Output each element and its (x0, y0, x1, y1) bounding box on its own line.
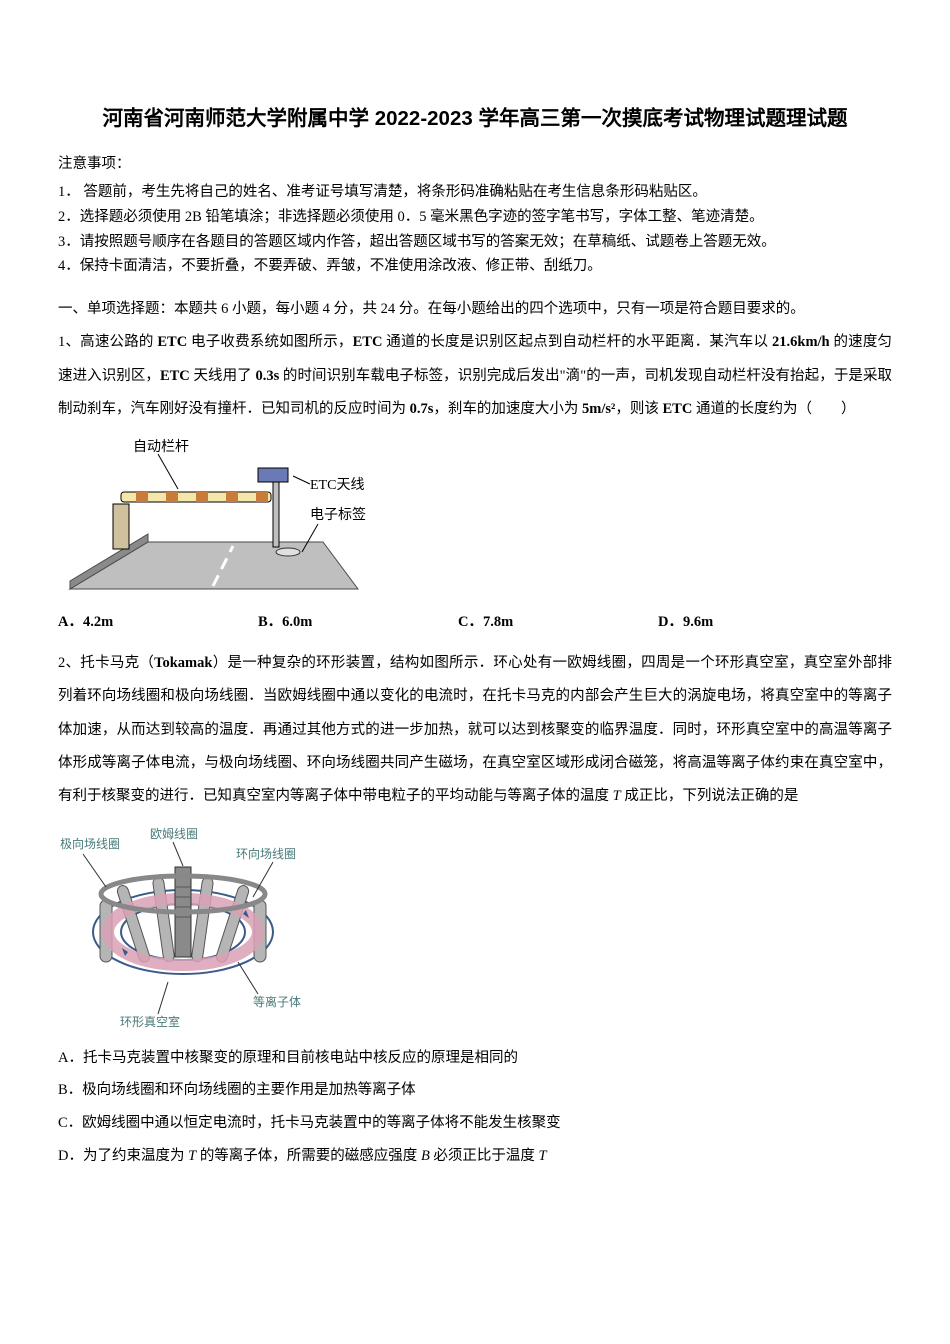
option-label: A (58, 1050, 68, 1066)
q2-option-d: D．为了约束温度为 T 的等离子体，所需要的磁感应强度 B 必须正比于温度 T (58, 1140, 892, 1173)
tokamak-figure: 极向场线圈 欧姆线圈 环向场线圈 等离子体 环形真空室 (58, 822, 892, 1032)
q1-etc: ETC (353, 334, 383, 350)
q1-options: A．4.2m B．6.0m C．7.8m D．9.6m (58, 609, 892, 637)
q1-text: 电子收费系统如图所示， (187, 334, 352, 350)
q1-accel: 5m/s² (582, 401, 615, 417)
q2-option-a: A．托卡马克装置中核聚变的原理和目前核电站中核反应的原理是相同的 (58, 1042, 892, 1075)
q1-t2: 0.7s (410, 401, 434, 417)
tag-label: 电子标签 (310, 506, 366, 523)
exam-title: 河南省河南师范大学附属中学 2022-2023 学年高三第一次摸底考试物理试题理… (58, 100, 892, 139)
option-text: ．欧姆线圈中通以恒定电流时，托卡马克装置中的等离子体将不能发生核聚变 (68, 1115, 561, 1131)
q1-text: ，则该 (615, 401, 662, 417)
plasma-label: 等离子体 (253, 994, 301, 1009)
option-label: C (58, 1115, 68, 1131)
gate-label: 自动栏杆 (133, 439, 189, 455)
etc-figure: 自动栏杆 ETC天线 电子标签 (58, 434, 892, 599)
q1-speed: 21.6km/h (772, 334, 830, 350)
q1-text: 1、高速公路的 (58, 334, 157, 350)
q1-text: 天线用了 (190, 368, 256, 384)
q2-t-var: T (613, 788, 621, 804)
notice-item: 1． 答题前，考生先将自己的姓名、准考证号填写清楚，将条形码准确粘贴在考生信息条… (58, 180, 892, 205)
option-c: C．7.8m (458, 609, 658, 637)
option-text: ．极向场线圈和环向场线圈的主要作用是加热等离子体 (68, 1082, 416, 1098)
option-a: A．4.2m (58, 609, 258, 637)
q2-tokamak: Tokamak (154, 655, 212, 671)
option-text: 的等离子体，所需要的磁感应强度 (196, 1148, 421, 1164)
section-intro: 一、单项选择题：本题共 6 小题，每小题 4 分，共 24 分。在每小题给出的四… (58, 293, 892, 326)
option-text: 必须正比于温度 (430, 1148, 539, 1164)
option-text: ．为了约束温度为 (68, 1148, 188, 1164)
option-d: D．9.6m (658, 609, 858, 637)
option-b: B．6.0m (258, 609, 458, 637)
polar-label: 极向场线圈 (60, 836, 120, 851)
option-label: B (58, 1082, 68, 1098)
question-2-body: 2、托卡马克（Tokamak）是一种复杂的环形装置，结构如图所示．环心处有一欧姆… (58, 647, 892, 814)
q2-text: 成正比，下列说法正确的是 (621, 788, 799, 804)
option-label: D (58, 1148, 68, 1164)
option-var: B (421, 1148, 430, 1164)
q1-text: 通道的长度约为（ ） (692, 401, 855, 417)
toroidal-label: 环向场线圈 (236, 846, 296, 861)
option-text: ．托卡马克装置中核聚变的原理和目前核电站中核反应的原理是相同的 (68, 1050, 518, 1066)
q2-text: ）是一种复杂的环形装置，结构如图所示．环心处有一欧姆线圈，四周是一个环形真空室，… (58, 655, 892, 804)
q2-text: 2、托卡马克（ (58, 655, 154, 671)
q1-etc: ETC (157, 334, 187, 350)
ohm-label: 欧姆线圈 (150, 827, 198, 841)
option-var: T (188, 1148, 196, 1164)
antenna-label: ETC天线 (310, 477, 364, 493)
q1-text: 通道的长度是识别区起点到自动栏杆的水平距离．某汽车以 (382, 334, 772, 350)
option-var: T (539, 1148, 547, 1164)
q1-t1: 0.3s (255, 368, 279, 384)
q1-text: ，刹车的加速度大小为 (433, 401, 582, 417)
q2-option-c: C．欧姆线圈中通以恒定电流时，托卡马克装置中的等离子体将不能发生核聚变 (58, 1107, 892, 1140)
notice-item: 4．保持卡面清洁，不要折叠，不要弄破、弄皱，不准使用涂改液、修正带、刮纸刀。 (58, 254, 892, 279)
vacuum-label: 环形真空室 (120, 1014, 180, 1029)
question-1-body: 1、高速公路的 ETC 电子收费系统如图所示，ETC 通道的长度是识别区起点到自… (58, 326, 892, 426)
notice-item: 3．请按照题号顺序在各题目的答题区域内作答，超出答题区域书写的答案无效；在草稿纸… (58, 230, 892, 255)
q1-etc: ETC (663, 401, 693, 417)
q1-etc: ETC (160, 368, 190, 384)
notice-header: 注意事项： (58, 151, 892, 179)
notice-item: 2．选择题必须使用 2B 铅笔填涂；非选择题必须使用 0．5 毫米黑色字迹的签字… (58, 205, 892, 230)
q2-option-b: B．极向场线圈和环向场线圈的主要作用是加热等离子体 (58, 1074, 892, 1107)
